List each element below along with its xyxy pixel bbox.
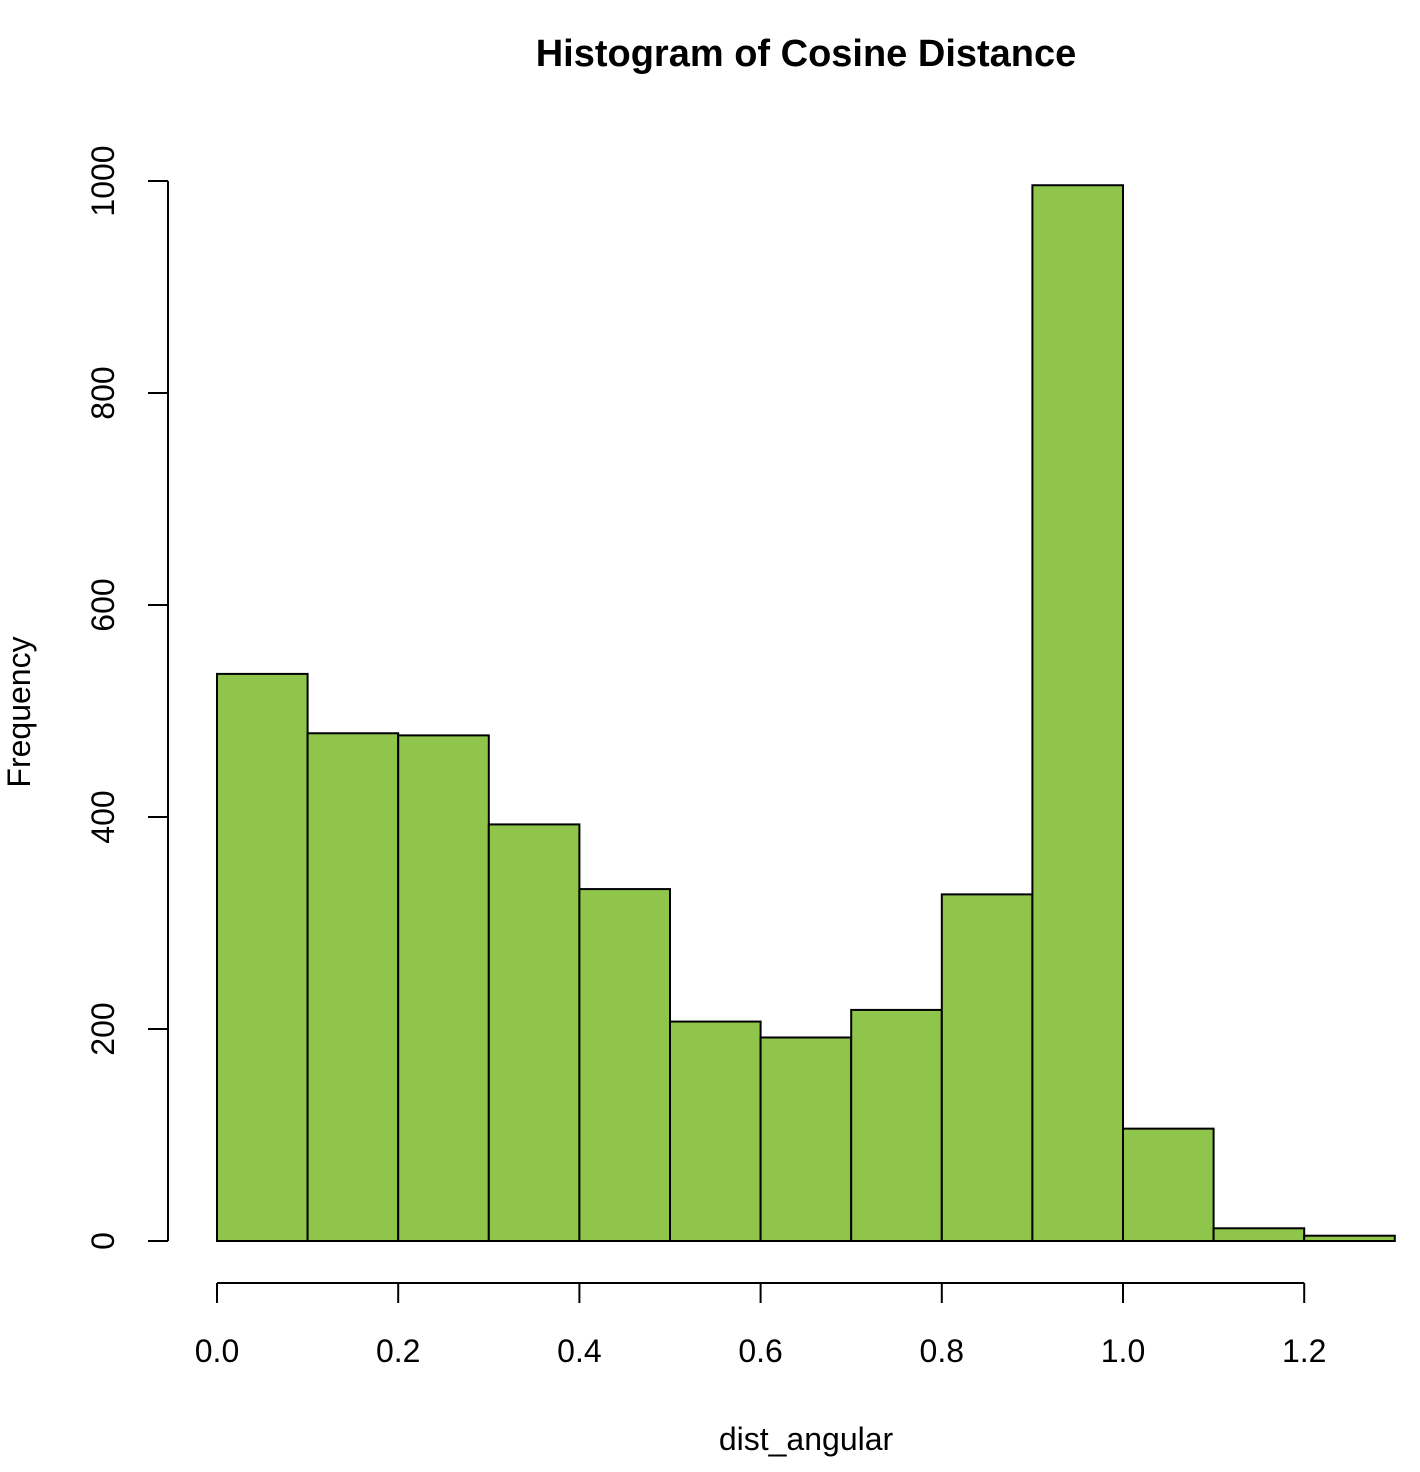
histogram-bar	[487, 823, 581, 1242]
histogram-bar	[397, 734, 490, 1242]
histogram-bar	[669, 1020, 762, 1243]
x-tick-label: 1.2	[1282, 1333, 1326, 1369]
x-axis-label: dist_angular	[719, 1421, 894, 1457]
y-tick-label: 0	[85, 1232, 121, 1250]
histogram-bar	[1303, 1234, 1396, 1242]
histogram-bar	[940, 893, 1034, 1242]
y-tick-label: 800	[85, 366, 121, 419]
histogram-bar	[850, 1008, 943, 1242]
x-tick-label: 0.2	[376, 1333, 420, 1369]
chart-title: Histogram of Cosine Distance	[536, 33, 1077, 75]
histogram-bar	[1212, 1227, 1306, 1243]
histogram-bar	[1031, 184, 1125, 1243]
x-tick-label: 0.0	[195, 1333, 239, 1369]
y-tick-label: 1000	[85, 145, 121, 216]
bars-group	[216, 184, 1396, 1243]
y-tick-label: 200	[85, 1002, 121, 1055]
x-axis: 0.0 0.2 0.4 0.6 0.8 1.0 1.2	[195, 1282, 1326, 1369]
y-axis-label: Frequency	[1, 636, 37, 787]
histogram-bar	[759, 1036, 853, 1242]
histogram-bar	[1122, 1127, 1215, 1243]
y-tick-label: 400	[85, 790, 121, 843]
x-tick-label: 0.6	[738, 1333, 782, 1369]
histogram-bar	[216, 672, 309, 1242]
x-tick-label: 1.0	[1101, 1333, 1145, 1369]
histogram-bar	[578, 888, 672, 1243]
x-tick-label: 0.8	[920, 1333, 964, 1369]
x-tick-label: 0.4	[557, 1333, 601, 1369]
y-tick-label: 600	[85, 578, 121, 631]
histogram-bar	[306, 732, 400, 1242]
y-axis: 0 200 400 600 800 1000	[85, 145, 169, 1250]
